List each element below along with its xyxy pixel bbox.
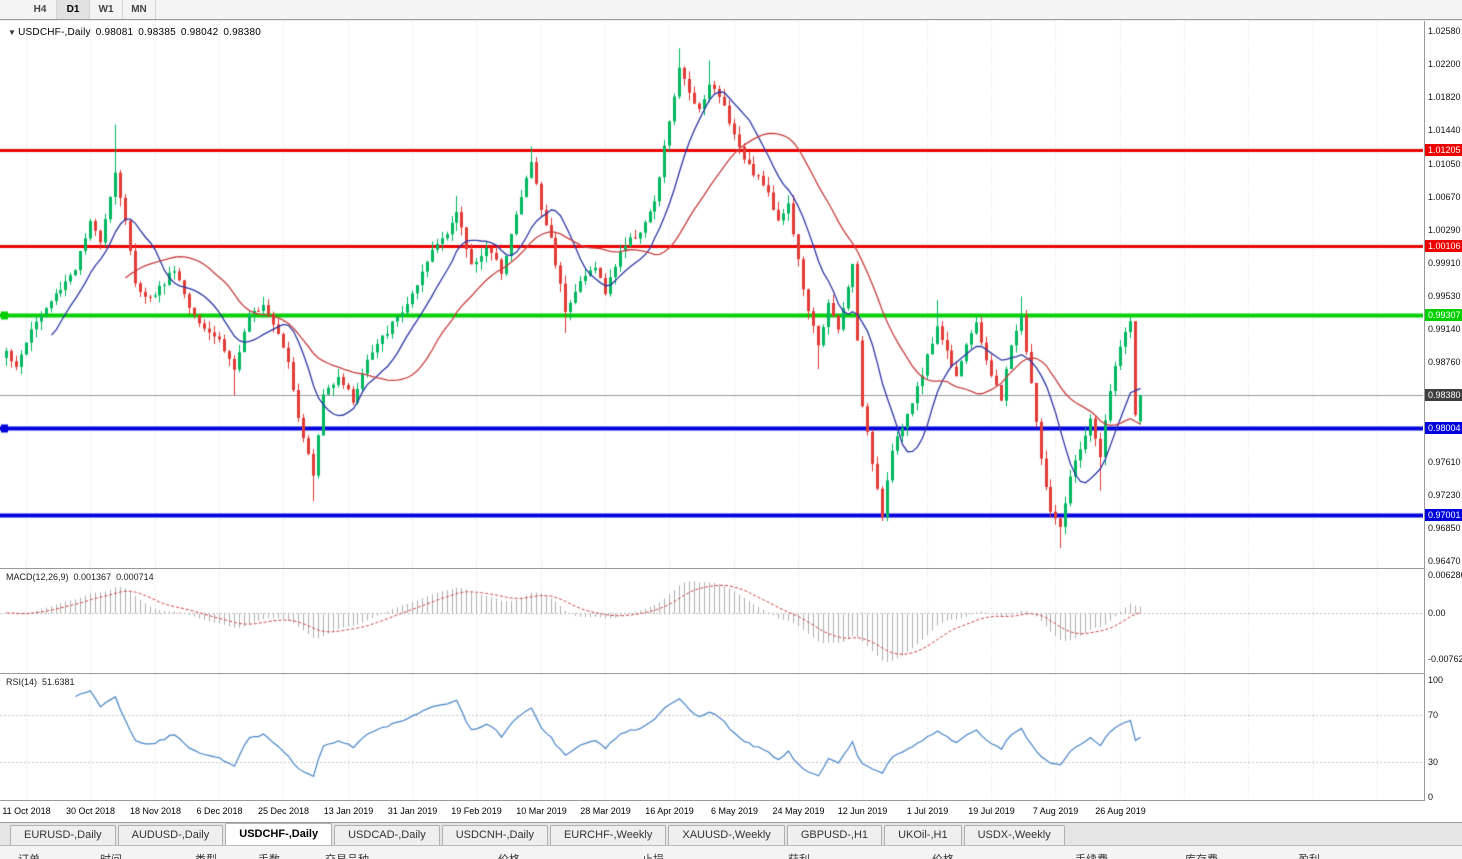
- chart-tab-gbpusd-h1[interactable]: GBPUSD-,H1: [786, 825, 883, 845]
- date-axis-label: 16 Apr 2019: [645, 806, 694, 816]
- chart-tab-bar: EURUSD-,Daily AUDUSD-,Daily USDCHF-,Daily U…: [0, 822, 1462, 845]
- terminal-column-header: 订单: [18, 851, 40, 859]
- price-axis-tick: 1.00670: [1428, 191, 1461, 202]
- terminal-column-header: 止损: [642, 851, 664, 859]
- chart-tab-usdx-weekly[interactable]: USDX-,Weekly: [963, 825, 1065, 845]
- price-axis-tick: 0.96850: [1428, 522, 1461, 533]
- timeframe-button-mn[interactable]: MN: [123, 0, 156, 19]
- timeframe-toolbar: H4 D1 W1 MN: [0, 0, 1462, 20]
- rsi-name: RSI(14): [6, 677, 38, 687]
- timeframe-button-h4[interactable]: H4: [24, 0, 57, 19]
- chart-title-arrow-icon[interactable]: ▼: [8, 28, 17, 37]
- ohlc-close: 0.98380: [223, 27, 261, 38]
- chart-title: ▼ USDCHF-,Daily 0.98081 0.98385 0.98042 0.983…: [8, 27, 261, 38]
- chart-area: ▼ USDCHF-,Daily 0.98081 0.98385 0.98042 0.983…: [0, 21, 1462, 822]
- price-axis-tick: 0.98760: [1428, 357, 1461, 368]
- date-axis-label: 31 Jan 2019: [387, 806, 438, 816]
- terminal-column-header: 获利: [788, 851, 810, 859]
- date-axis-label: 1 Jul 2019: [906, 806, 949, 816]
- price-level-label: 0.99307: [1425, 308, 1462, 321]
- chart-tab-ukoil-h1[interactable]: UKOil-,H1: [884, 825, 962, 845]
- timeframe-button-w1[interactable]: W1: [90, 0, 123, 19]
- panel-divider[interactable]: [0, 673, 1462, 674]
- rsi-axis-tick: 70: [1428, 710, 1439, 721]
- date-axis-label: 28 Mar 2019: [580, 806, 631, 816]
- date-axis[interactable]: 11 Oct 2018 30 Oct 2018 18 Nov 2018 6 Dec 2…: [0, 801, 1423, 821]
- price-axis-tick: 1.00290: [1428, 224, 1461, 235]
- price-level-label: 1.01205: [1425, 144, 1462, 157]
- price-axis-tick: 1.02200: [1428, 58, 1461, 69]
- rsi-panel-canvas[interactable]: [0, 674, 1423, 800]
- price-axis-tick: 1.01050: [1428, 158, 1461, 169]
- rsi-axis-tick: 0: [1428, 792, 1434, 802]
- macd-axis-tick: -0.00762: [1428, 654, 1462, 664]
- date-axis-label: 24 May 2019: [772, 806, 825, 816]
- chart-tab-eurchf-weekly[interactable]: EURCHF-,Weekly: [549, 825, 667, 845]
- date-axis-label: 11 Oct 2018: [2, 806, 51, 816]
- price-level-label: 0.98380: [1425, 389, 1462, 402]
- terminal-column-header: 库存费: [1185, 851, 1218, 859]
- date-axis-label: 6 Dec 2018: [196, 806, 243, 816]
- chart-tab-usdchf-daily[interactable]: USDCHF-,Daily: [225, 823, 333, 845]
- price-level-label: 1.00106: [1425, 239, 1462, 252]
- macd-value-main: 0.001367: [73, 572, 112, 582]
- terminal-column-header: 时间: [100, 851, 122, 859]
- terminal-column-header: 手续费: [1075, 851, 1108, 859]
- chart-tab-xauusd-weekly[interactable]: XAUUSD-,Weekly: [668, 825, 785, 845]
- date-axis-label: 7 Aug 2019: [1032, 806, 1079, 816]
- price-axis-tick: 1.01820: [1428, 91, 1461, 102]
- price-level-label: 0.98004: [1425, 421, 1462, 434]
- chart-tab-usdcad-daily[interactable]: USDCAD-,Daily: [334, 825, 440, 845]
- date-axis-label: 13 Jan 2019: [323, 806, 374, 816]
- date-axis-label: 30 Oct 2018: [65, 806, 116, 816]
- price-axis-tick: 0.97610: [1428, 457, 1461, 468]
- timeframe-button-d1[interactable]: D1: [57, 0, 90, 19]
- symbol-period-label: USDCHF-,Daily: [18, 27, 91, 38]
- chart-tab-eurusd-daily[interactable]: EURUSD-,Daily: [10, 825, 116, 845]
- rsi-value: 51.6381: [42, 677, 75, 687]
- terminal-column-header: 交易品种: [325, 851, 369, 859]
- date-axis-label: 18 Nov 2018: [129, 806, 182, 816]
- rsi-axis-tick: 100: [1428, 675, 1444, 685]
- panel-divider[interactable]: [0, 568, 1462, 569]
- price-chart-canvas[interactable]: [0, 21, 1423, 568]
- price-axis-tick: 0.97230: [1428, 490, 1461, 501]
- price-axis-tick: 0.99910: [1428, 257, 1461, 268]
- macd-axis-tick: 0.006286: [1428, 570, 1462, 580]
- chart-tab-audusd-daily[interactable]: AUDUSD-,Daily: [117, 825, 224, 845]
- terminal-column-header: 价格: [498, 851, 520, 859]
- ohlc-open: 0.98081: [95, 27, 134, 38]
- ohlc-high: 0.98385: [138, 27, 176, 38]
- price-axis-tick: 0.99140: [1428, 324, 1461, 335]
- date-axis-label: 12 Jun 2019: [837, 806, 888, 816]
- rsi-indicator-label: RSI(14) 51.6381: [6, 677, 80, 687]
- macd-name: MACD(12,26,9): [6, 572, 69, 582]
- date-axis-label: 6 May 2019: [710, 806, 759, 816]
- price-axis-tick: 1.02580: [1428, 25, 1461, 36]
- terminal-column-header: 盈利: [1298, 851, 1320, 859]
- price-axis-tick: 0.96470: [1428, 555, 1461, 566]
- terminal-column-header: 手数: [258, 851, 280, 859]
- price-level-label: 0.97001: [1425, 508, 1462, 521]
- terminal-header-strip: 订单 时间 类型 手数 交易品种 价格 止损 获利 价格 手续费 库存费 盈利: [0, 845, 1462, 859]
- macd-indicator-label: MACD(12,26,9) 0.001367 0.000714: [6, 572, 159, 582]
- chart-tab-usdcnh-daily[interactable]: USDCNH-,Daily: [441, 825, 548, 845]
- price-scale[interactable]: 1.02580 1.02200 1.01820 1.01440 1.01050 1.006…: [1424, 21, 1462, 802]
- terminal-column-header: 类型: [195, 851, 217, 859]
- macd-value-signal: 0.000714: [116, 572, 154, 582]
- date-axis-label: 19 Jul 2019: [968, 806, 1015, 816]
- date-axis-label: 10 Mar 2019: [516, 806, 567, 816]
- rsi-axis-tick: 30: [1428, 756, 1439, 767]
- terminal-column-header: 价格: [932, 851, 954, 859]
- price-axis-tick: 1.01440: [1428, 124, 1461, 135]
- panel-divider: [0, 800, 1462, 801]
- macd-panel-canvas[interactable]: [0, 569, 1423, 673]
- ohlc-low: 0.98042: [180, 27, 219, 38]
- date-axis-label: 19 Feb 2019: [451, 806, 502, 816]
- date-axis-label: 25 Dec 2018: [257, 806, 310, 816]
- price-axis-tick: 0.99530: [1428, 290, 1461, 301]
- date-axis-label: 26 Aug 2019: [1095, 806, 1146, 816]
- macd-axis-tick: 0.00: [1428, 607, 1446, 618]
